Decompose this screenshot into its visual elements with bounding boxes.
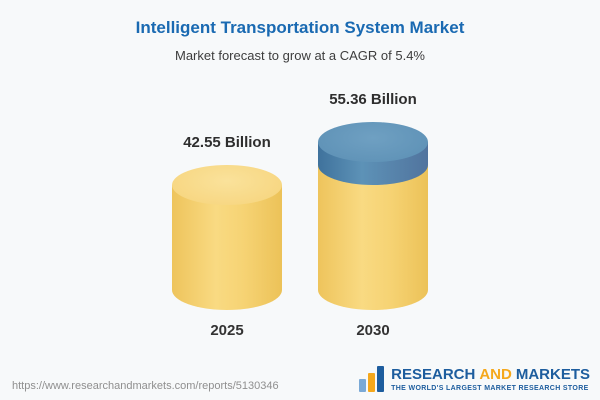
value-label-2025: 42.55 Billion xyxy=(183,134,271,151)
page-subtitle: Market forecast to grow at a CAGR of 5.4… xyxy=(175,48,425,63)
logo-word-markets: MARKETS xyxy=(515,365,590,383)
cylinder-2030 xyxy=(318,122,428,310)
logo-word-research: RESEARCH xyxy=(391,365,476,383)
bar-group-2030: 55.36 Billion 2030 xyxy=(318,91,428,339)
growth-segment-cap xyxy=(318,122,428,162)
base-segment-body-2030 xyxy=(318,165,428,310)
logo-text: RESEARCH AND MARKETS THE WORLD'S LARGEST M… xyxy=(391,367,590,392)
cylinder-2025 xyxy=(172,165,282,310)
logo-word-and: AND xyxy=(479,365,512,383)
brand-logo[interactable]: RESEARCH AND MARKETS THE WORLD'S LARGEST M… xyxy=(359,366,590,392)
value-label-2030: 55.36 Billion xyxy=(329,91,417,108)
header: Intelligent Transportation System Market… xyxy=(0,0,600,63)
category-label-2030: 2030 xyxy=(356,322,390,339)
chart-area: 42.55 Billion 2025 55.36 Billion 2030 xyxy=(0,87,600,339)
category-label-2025: 2025 xyxy=(210,322,244,339)
logo-tagline: THE WORLD'S LARGEST MARKET RESEARCH STOR… xyxy=(391,384,589,392)
source-url-link[interactable]: https://www.researchandmarkets.com/repor… xyxy=(12,380,279,392)
bar-group-2025: 42.55 Billion 2025 xyxy=(172,134,282,339)
base-segment-body-2025 xyxy=(172,185,282,310)
page-title: Intelligent Transportation System Market xyxy=(135,18,465,37)
logo-mark-icon xyxy=(359,366,385,392)
logo-wordmark: RESEARCH AND MARKETS xyxy=(391,367,590,382)
footer: https://www.researchandmarkets.com/repor… xyxy=(12,366,590,392)
cylinder-cap-2025 xyxy=(172,165,282,205)
